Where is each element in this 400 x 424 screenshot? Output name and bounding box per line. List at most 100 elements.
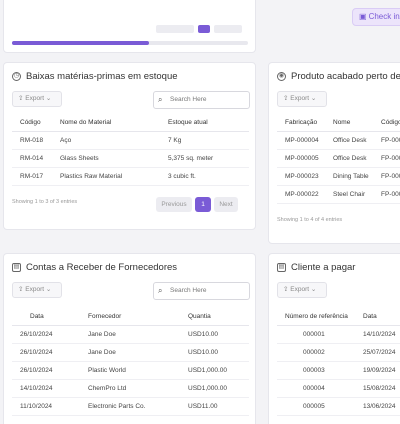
cell: FP-0000 xyxy=(373,185,400,204)
wallet-icon: ▤ xyxy=(277,263,286,272)
column-header[interactable]: Código xyxy=(12,115,52,132)
cell: 000004 xyxy=(277,379,355,398)
cell: 26/10/2024 xyxy=(12,325,80,344)
finished-products-card: ◉Produto acabado perto de ex ⇪ Export ⌄ … xyxy=(268,62,400,244)
client-payable-title: ▤ Cliente a pagar xyxy=(277,262,355,273)
cell: MP-000005 xyxy=(277,149,325,168)
cell: Jane Doe xyxy=(80,343,180,362)
table-row: RM-018 Aço 7 Kg xyxy=(12,131,249,150)
export-button[interactable]: ⇪ Export ⌄ xyxy=(277,282,327,298)
cell: RM-014 xyxy=(12,149,52,168)
raw-materials-table: Código Nome do Material Estoque atual RM… xyxy=(12,115,249,186)
column-header[interactable]: Quantia xyxy=(180,309,249,326)
mini-pager-prev[interactable] xyxy=(156,25,194,33)
cell: 26/10/2024 xyxy=(12,343,80,362)
export-label: Export xyxy=(25,286,45,293)
export-button[interactable]: ⇪ Export ⌄ xyxy=(12,91,62,107)
column-header[interactable]: Data xyxy=(12,309,80,326)
raw-materials-title: ◷ Baixas matérias-primas em estoque xyxy=(12,71,178,82)
cell: 7 Kg xyxy=(160,131,249,150)
cell: FP-0000 xyxy=(373,149,400,168)
table-row: RM-017 Plastics Raw Material 3 cubic ft. xyxy=(12,167,249,186)
supplier-receivables-title-text: Contas a Receber de Fornecedores xyxy=(26,262,178,273)
cell: USD11.00 xyxy=(180,397,249,416)
column-header[interactable]: Estoque atual xyxy=(160,115,249,132)
supplier-receivables-card: ▤ Contas a Receber de Fornecedores ⇪ Expo… xyxy=(3,253,256,424)
page-1-button[interactable]: 1 xyxy=(195,197,211,212)
column-header[interactable]: Nome do Material xyxy=(52,115,160,132)
column-header[interactable]: Código xyxy=(373,115,400,132)
table-row: 000003 19/09/2024 xyxy=(277,361,400,380)
cell: USD10.00 xyxy=(180,325,249,344)
mini-pager-current[interactable] xyxy=(198,25,210,33)
mini-pager xyxy=(156,25,252,35)
progress-fill xyxy=(12,41,149,45)
cell: Dining Table xyxy=(325,167,373,186)
cell: 14/10/2024 xyxy=(12,379,80,398)
search-input[interactable]: ⌕ Search Here xyxy=(153,91,250,109)
table-info: Showing 1 to 3 of 3 entries xyxy=(12,199,78,205)
table-row: 000001 14/10/2024 xyxy=(277,325,400,344)
export-button[interactable]: ⇪ Export ⌄ xyxy=(277,91,327,107)
table-row: 11/10/2024 Electronic Parts Co. USD11.00 xyxy=(12,397,249,416)
column-header[interactable]: Fabricação xyxy=(277,115,325,132)
finished-products-table: Fabricação Nome Código MP-000004 Office D… xyxy=(277,115,400,204)
cell: 000005 xyxy=(277,397,355,416)
supplier-receivables-table: Data Fornecedor Quantia 26/10/2024 Jane D… xyxy=(12,309,249,416)
cell: 3 cubic ft. xyxy=(160,167,249,186)
cell: RM-017 xyxy=(12,167,52,186)
cell: 000002 xyxy=(277,343,355,362)
next-button[interactable]: Next xyxy=(214,197,238,212)
column-header[interactable]: Fornecedor xyxy=(80,309,180,326)
column-header[interactable]: Data xyxy=(355,309,400,326)
export-label: Export xyxy=(25,95,45,102)
client-payable-table: Número de referência Data 000001 14/10/20… xyxy=(277,309,400,416)
raw-materials-card: ◷ Baixas matérias-primas em estoque ⇪ Exp… xyxy=(3,62,256,230)
search-placeholder: Search Here xyxy=(170,287,207,294)
clock-icon: ◷ xyxy=(12,72,21,81)
column-header[interactable]: Nome xyxy=(325,115,373,132)
export-button[interactable]: ⇪ Export ⌄ xyxy=(12,282,62,298)
table-row: 26/10/2024 Jane Doe USD10.00 xyxy=(12,343,249,362)
cell: MP-000023 xyxy=(277,167,325,186)
cell: Office Desk xyxy=(325,131,373,150)
export-label: Export xyxy=(290,286,310,293)
cell: 19/09/2024 xyxy=(355,361,400,380)
table-row: 26/10/2024 Jane Doe USD10.00 xyxy=(12,325,249,344)
cell: 000001 xyxy=(277,325,355,344)
cell: 15/08/2024 xyxy=(355,379,400,398)
search-input[interactable]: ⌕ Search Here xyxy=(153,282,250,300)
table-row: 14/10/2024 ChemPro Ltd USD1,000.00 xyxy=(12,379,249,398)
cell: 13/06/2024 xyxy=(355,397,400,416)
cell: FP-0000 xyxy=(373,167,400,186)
cell: Office Desk xyxy=(325,149,373,168)
cell: Plastic World xyxy=(80,361,180,380)
cell: 5,375 sq. meter xyxy=(160,149,249,168)
info-icon: ◉ xyxy=(277,72,286,81)
table-row: 26/10/2024 Plastic World USD1,000.00 xyxy=(12,361,249,380)
cell: Aço xyxy=(52,131,160,150)
mini-pager-next[interactable] xyxy=(214,25,242,33)
progress-card xyxy=(3,0,256,53)
client-payable-card: ▤ Cliente a pagar ⇪ Export ⌄ Número de re… xyxy=(268,253,400,424)
cell: Steel Chair xyxy=(325,185,373,204)
column-header[interactable]: Número de referência xyxy=(277,309,355,326)
previous-button[interactable]: Previous xyxy=(156,197,192,212)
progress-track xyxy=(12,41,248,45)
table-row: 000005 13/06/2024 xyxy=(277,397,400,416)
client-payable-title-text: Cliente a pagar xyxy=(291,262,356,273)
table-row: RM-014 Glass Sheets 5,375 sq. meter xyxy=(12,149,249,168)
cell: USD1,000.00 xyxy=(180,379,249,398)
export-label: Export xyxy=(290,95,310,102)
cell: ChemPro Ltd xyxy=(80,379,180,398)
table-row: 000002 25/07/2024 xyxy=(277,343,400,362)
cell: USD1,000.00 xyxy=(180,361,249,380)
cell: 26/10/2024 xyxy=(12,361,80,380)
pagination: Previous 1 Next xyxy=(156,197,238,212)
cell: Jane Doe xyxy=(80,325,180,344)
check-in-button[interactable]: ▣Check in/Ch xyxy=(352,8,400,26)
finished-products-title: ◉ Produto acabado perto de ex xyxy=(277,71,400,82)
cell: MP-000004 xyxy=(277,131,325,150)
